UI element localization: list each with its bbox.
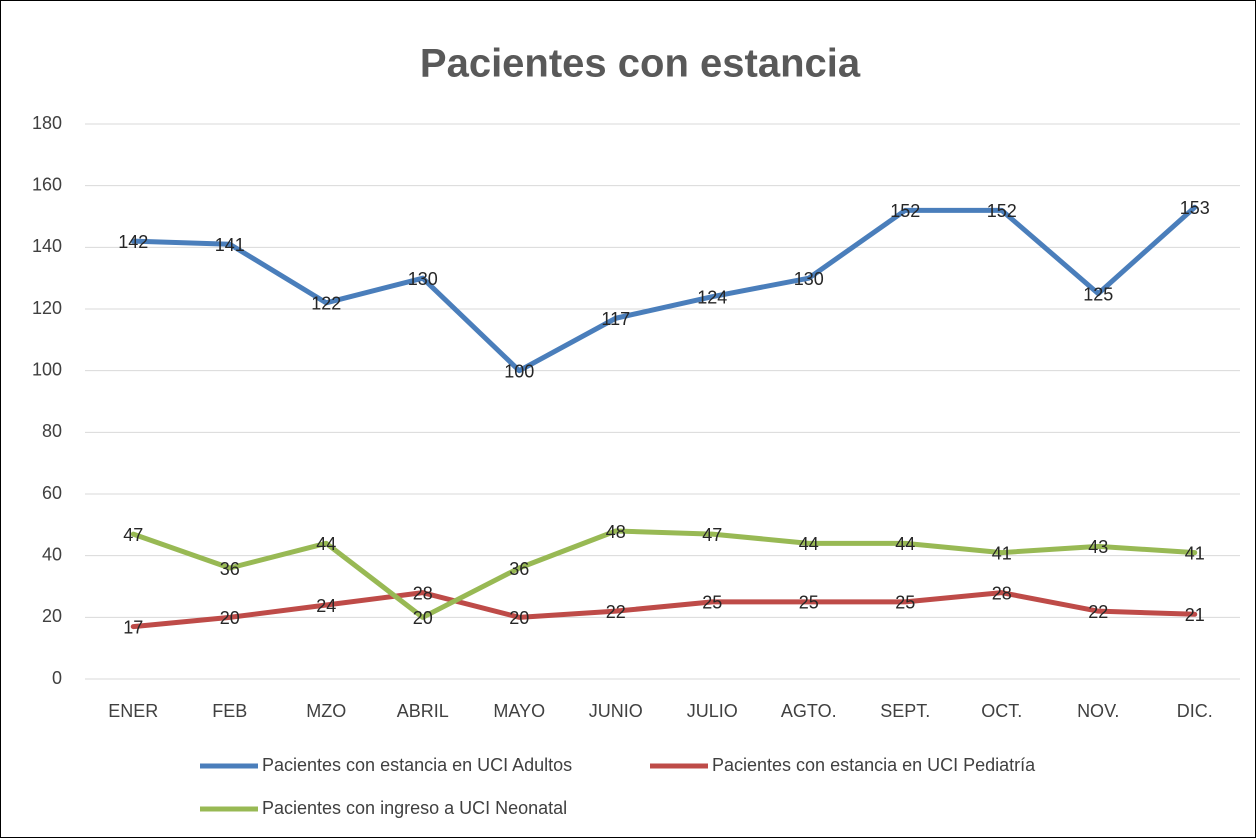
- data-label: 20: [413, 608, 433, 628]
- data-label: 142: [118, 232, 148, 252]
- chart-title: Pacientes con estancia: [420, 42, 861, 86]
- data-label: 125: [1083, 284, 1113, 304]
- data-label: 130: [408, 269, 438, 289]
- data-label: 22: [606, 602, 626, 622]
- data-label: 44: [895, 534, 915, 554]
- data-label: 22: [1088, 602, 1108, 622]
- y-tick-label: 60: [42, 483, 62, 503]
- series-line: [130, 590, 1198, 630]
- data-label: 28: [992, 583, 1012, 603]
- legend-label: Pacientes con estancia en UCI Adultos: [262, 755, 572, 775]
- data-label: 36: [220, 559, 240, 579]
- y-tick-label: 140: [32, 236, 62, 256]
- y-tick-label: 120: [32, 298, 62, 318]
- x-tick-label: OCT.: [981, 701, 1022, 721]
- legend-label: Pacientes con ingreso a UCI Neonatal: [262, 798, 567, 818]
- data-label: 100: [504, 361, 534, 381]
- x-tick-label: MZO: [306, 701, 346, 721]
- data-label: 47: [702, 525, 722, 545]
- x-tick-label: ABRIL: [397, 701, 449, 721]
- data-label: 41: [992, 543, 1012, 563]
- data-label: 152: [987, 201, 1017, 221]
- data-label: 41: [1185, 543, 1205, 563]
- data-label: 25: [702, 593, 722, 613]
- series-line: [130, 528, 1198, 620]
- data-label: 44: [799, 534, 819, 554]
- data-label: 130: [794, 269, 824, 289]
- y-tick-label: 160: [32, 174, 62, 194]
- data-label: 117: [601, 309, 630, 329]
- x-tick-label: DIC.: [1177, 701, 1213, 721]
- legend-label: Pacientes con estancia en UCI Pediatría: [712, 755, 1036, 775]
- data-label: 25: [799, 593, 819, 613]
- y-tick-label: 20: [42, 606, 62, 626]
- data-label: 21: [1185, 605, 1205, 625]
- x-tick-label: JULIO: [687, 701, 738, 721]
- x-tick-label: SEPT.: [880, 701, 930, 721]
- x-tick-label: FEB: [212, 701, 247, 721]
- data-label: 25: [895, 593, 915, 613]
- data-label: 20: [509, 608, 529, 628]
- data-label: 141: [215, 235, 245, 255]
- y-tick-label: 80: [42, 421, 62, 441]
- data-label: 48: [606, 522, 626, 542]
- data-label: 28: [413, 583, 433, 603]
- y-tick-label: 40: [42, 544, 62, 564]
- data-label: 124: [697, 287, 727, 307]
- x-tick-label: ENER: [108, 701, 158, 721]
- y-tick-label: 180: [32, 113, 62, 133]
- data-label: 47: [123, 525, 143, 545]
- data-label: 24: [316, 596, 336, 616]
- data-label: 36: [509, 559, 529, 579]
- data-label: 44: [316, 534, 336, 554]
- data-label: 43: [1088, 537, 1108, 557]
- x-tick-label: JUNIO: [589, 701, 643, 721]
- series-line: [130, 204, 1198, 374]
- x-tick-label: NOV.: [1077, 701, 1119, 721]
- data-label: 17: [123, 617, 143, 637]
- data-label: 153: [1180, 198, 1210, 218]
- x-tick-label: AGTO.: [781, 701, 837, 721]
- data-label: 122: [311, 294, 341, 314]
- y-tick-label: 100: [32, 359, 62, 379]
- y-tick-label: 0: [52, 668, 62, 688]
- data-label: 20: [220, 608, 240, 628]
- x-tick-label: MAYO: [493, 701, 545, 721]
- data-label: 152: [890, 201, 920, 221]
